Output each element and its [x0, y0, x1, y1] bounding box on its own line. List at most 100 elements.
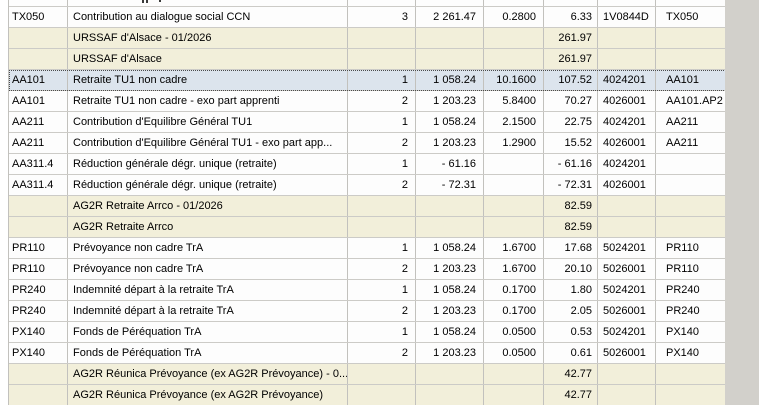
cell-code-right: [656, 217, 725, 237]
contribution-row[interactable]: AA101 Retraite TU1 non cadre 1 1 058.24 10.1…: [9, 70, 726, 91]
cell-code-right: PR240: [656, 280, 725, 300]
cell-base: - 72.31: [416, 175, 484, 195]
cell-account: [598, 196, 656, 216]
cell-code-right: [656, 0, 725, 6]
cell-account: 5026001: [598, 343, 656, 363]
contribution-row[interactable]: PR110 Prévoyance non cadre TrA 1 1 058.24 1.…: [9, 238, 726, 259]
clipped-text-remnant: [146, 0, 148, 3]
cell-label: Réduction générale dégr. unique (retrait…: [68, 175, 348, 195]
cell-account: [598, 385, 656, 405]
window-background: [725, 0, 759, 405]
contribution-row[interactable]: TX050 Contribution au dialogue social CCN…: [9, 7, 726, 28]
cell-rate: [484, 154, 544, 174]
cell-amount: 1.80: [544, 280, 598, 300]
cell-code: [9, 49, 68, 69]
cell-rate: [484, 49, 544, 69]
cell-account: 4024201: [598, 154, 656, 174]
cell-base: [416, 0, 484, 6]
cell-code: AA101: [9, 91, 68, 111]
cell-rate: 5.8400: [484, 91, 544, 111]
cell-code-right: PR110: [656, 238, 725, 258]
cell-account: 5024201: [598, 238, 656, 258]
cell-sequence: [348, 0, 416, 6]
cell-sequence: 2: [348, 343, 416, 363]
cell-code-right: [656, 49, 725, 69]
cell-base: 1 058.24: [416, 238, 484, 258]
cell-amount: 0.53: [544, 322, 598, 342]
cell-rate: 0.0500: [484, 322, 544, 342]
cell-account: 4026001: [598, 91, 656, 111]
cell-sequence: 2: [348, 259, 416, 279]
cell-rate: 10.1600: [484, 70, 544, 90]
group-total-row[interactable]: AG2R Retraite Arrco 82.59: [9, 217, 726, 238]
group-total-row[interactable]: AG2R Retraite Arrco - 01/2026 82.59: [9, 196, 726, 217]
cell-label: Fonds de Péréquation TrA: [68, 343, 348, 363]
contribution-row[interactable]: PX140 Fonds de Péréquation TrA 1 1 058.24 0.…: [9, 322, 726, 343]
cell-sequence: [348, 364, 416, 384]
cell-code: PX140: [9, 343, 68, 363]
cell-rate: 1.6700: [484, 259, 544, 279]
cell-label: Contribution au dialogue social CCN: [68, 7, 348, 27]
cell-rate: [484, 196, 544, 216]
contribution-row[interactable]: AA311.4 Réduction générale dégr. unique (…: [9, 154, 726, 175]
contribution-row[interactable]: AA101 Retraite TU1 non cadre - exo part a…: [9, 91, 726, 112]
cell-base: [416, 385, 484, 405]
cell-rate: 0.1700: [484, 280, 544, 300]
group-total-row[interactable]: AG2R Réunica Prévoyance (ex AG2R Prévoya…: [9, 364, 726, 385]
cell-sequence: 2: [348, 133, 416, 153]
cell-amount: [544, 0, 598, 6]
cell-code: PR240: [9, 301, 68, 321]
cell-code-right: [656, 175, 725, 195]
cell-sequence: 1: [348, 154, 416, 174]
cell-sequence: 1: [348, 238, 416, 258]
cell-code: [9, 385, 68, 405]
cell-base: 1 058.24: [416, 70, 484, 90]
cell-account: [598, 0, 656, 6]
cell-sequence: 2: [348, 91, 416, 111]
cell-sequence: [348, 28, 416, 48]
cell-base: 1 058.24: [416, 112, 484, 132]
cell-sequence: [348, 196, 416, 216]
contribution-row[interactable]: AA311.4 Réduction générale dégr. unique (…: [9, 175, 726, 196]
cell-base: 1 058.24: [416, 322, 484, 342]
cell-label: Retraite TU1 non cadre - exo part appren…: [68, 91, 348, 111]
cell-account: [598, 217, 656, 237]
cell-rate: [484, 385, 544, 405]
cell-code: [9, 196, 68, 216]
cell-code: [9, 217, 68, 237]
cell-amount: 2.05: [544, 301, 598, 321]
group-total-row[interactable]: AG2R Réunica Prévoyance (ex AG2R Prévoya…: [9, 385, 726, 405]
cell-rate: [484, 28, 544, 48]
cell-account: 4024201: [598, 112, 656, 132]
cell-base: 1 203.23: [416, 259, 484, 279]
cell-sequence: 2: [348, 175, 416, 195]
group-total-row[interactable]: URSSAF d'Alsace - 01/2026 261.97: [9, 28, 726, 49]
cell-base: 1 203.23: [416, 91, 484, 111]
cell-amount: 261.97: [544, 28, 598, 48]
contribution-row[interactable]: AA211 Contribution d'Equilibre Général TU…: [9, 133, 726, 154]
cell-rate: [484, 217, 544, 237]
cell-label: AG2R Retraite Arrco: [68, 217, 348, 237]
cell-code-right: TX050: [656, 7, 725, 27]
cell-code: AA311.4: [9, 154, 68, 174]
cell-base: [416, 217, 484, 237]
cell-rate: 0.0500: [484, 343, 544, 363]
contribution-row[interactable]: PR240 Indemnité départ à la retraite TrA 2…: [9, 301, 726, 322]
cell-label: Prévoyance non cadre TrA: [68, 238, 348, 258]
cell-amount: 82.59: [544, 196, 598, 216]
contribution-row[interactable]: PR240 Indemnité départ à la retraite TrA 1…: [9, 280, 726, 301]
cell-label: Indemnité départ à la retraite TrA: [68, 280, 348, 300]
cell-rate: 2.1500: [484, 112, 544, 132]
cell-code: PR110: [9, 238, 68, 258]
clipped-row-top[interactable]: [9, 0, 726, 7]
contribution-row[interactable]: AA211 Contribution d'Equilibre Général TU…: [9, 112, 726, 133]
group-total-row[interactable]: URSSAF d'Alsace 261.97: [9, 49, 726, 70]
cell-amount: 20.10: [544, 259, 598, 279]
cell-amount: 6.33: [544, 7, 598, 27]
cell-label: Retraite TU1 non cadre: [68, 70, 348, 90]
contribution-row[interactable]: PR110 Prévoyance non cadre TrA 2 1 203.23 1.…: [9, 259, 726, 280]
contribution-row[interactable]: PX140 Fonds de Péréquation TrA 2 1 203.23 0.…: [9, 343, 726, 364]
cell-code: AA211: [9, 133, 68, 153]
cell-code-right: [656, 196, 725, 216]
